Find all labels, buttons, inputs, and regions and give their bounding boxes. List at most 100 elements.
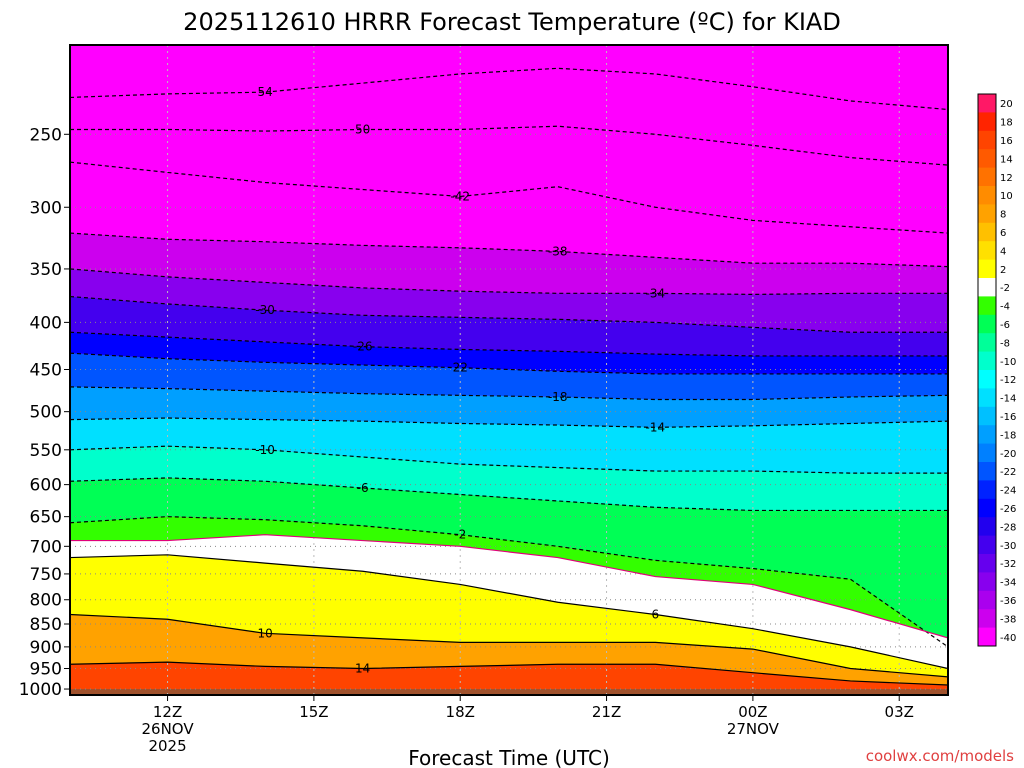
temperature-band — [70, 418, 948, 474]
isotherm-line — [70, 613, 948, 678]
temperature-band — [70, 386, 948, 428]
colorbar-cell — [978, 149, 996, 169]
colorbar-label: 4 — [1000, 246, 1006, 257]
temperature-band — [70, 233, 948, 295]
colorbar-cell — [978, 609, 996, 629]
y-tick-label: 900 — [30, 638, 62, 658]
isotherm-label: 14 — [355, 662, 370, 676]
y-tick-label: 950 — [30, 660, 62, 680]
colorbar-label: 18 — [1000, 118, 1013, 129]
x-tick-label: 27NOV — [727, 720, 780, 738]
colorbar-label: -2 — [1000, 283, 1010, 294]
ground — [70, 689, 948, 695]
colorbar-cell — [978, 186, 996, 205]
colorbar-cell — [978, 462, 996, 481]
x-axis-label: Forecast Time (UTC) — [408, 746, 610, 768]
isotherm-label: 50 — [355, 122, 370, 136]
colorbar-cell — [978, 406, 996, 426]
y-tick-label: 800 — [30, 591, 62, 611]
isotherm-label: -2 — [454, 528, 466, 542]
colorbar-label: -32 — [1000, 559, 1016, 570]
isotherm-label: -34 — [646, 286, 666, 300]
y-tick-label: 350 — [30, 260, 62, 280]
colorbar-cell — [978, 627, 996, 647]
colorbar-cell — [978, 333, 996, 353]
colorbar-label: 12 — [1000, 173, 1013, 184]
temperature-band — [70, 126, 948, 234]
y-tick-label: 250 — [30, 125, 62, 145]
colorbar-label: 8 — [1000, 210, 1006, 221]
isotherm-line — [70, 386, 948, 401]
y-tick-label: 400 — [30, 313, 62, 333]
colorbar-cell — [978, 498, 996, 518]
colorbar-label: -10 — [1000, 357, 1016, 368]
colorbar-cell — [978, 388, 996, 408]
y-tick-label: 600 — [30, 476, 62, 496]
y-tick-label: 1000 — [19, 680, 62, 700]
colorbar-cell — [978, 443, 996, 463]
colorbar-cell — [978, 572, 996, 592]
colorbar-cell — [978, 480, 996, 500]
temperature-band — [70, 332, 948, 374]
y-tick-label: 750 — [30, 565, 62, 585]
isotherm-label: 6 — [652, 607, 660, 621]
colorbar-label: -20 — [1000, 449, 1016, 460]
x-tick-label: 03Z — [885, 703, 914, 721]
colorbar-label: -30 — [1000, 541, 1016, 552]
temperature-band — [70, 296, 948, 356]
colorbar-frame — [977, 93, 997, 647]
colorbar-cell — [978, 590, 996, 610]
colorbar-label: -40 — [1000, 633, 1016, 644]
isotherm-line — [70, 661, 948, 686]
colorbar-cell — [978, 425, 996, 445]
isotherm-line — [70, 534, 948, 639]
site-credit[interactable]: coolwx.com/models — [866, 747, 1014, 765]
y-tick-label: 850 — [30, 615, 62, 635]
colorbar-cell — [978, 130, 996, 150]
colorbar-label: -8 — [1000, 338, 1010, 349]
colorbar-cell — [978, 112, 996, 132]
colorbar-cell — [978, 296, 996, 316]
temperature-band — [70, 353, 948, 400]
isotherm-label: -38 — [548, 244, 568, 258]
colorbar-label: 20 — [1000, 99, 1013, 110]
isotherm-line — [70, 161, 948, 234]
y-tick-label: 550 — [30, 441, 62, 461]
y-tick-label: 300 — [30, 198, 62, 218]
y-tick-label: 500 — [30, 403, 62, 423]
colorbar-label: -28 — [1000, 522, 1016, 533]
colorbar-label: -6 — [1000, 320, 1010, 331]
colorbar-label: 14 — [1000, 154, 1013, 165]
colorbar-cell — [978, 517, 996, 537]
y-axis: 250 300 350 400 450 500 550 600 650 700 750 800 850 9… — [19, 125, 70, 700]
colorbar-cell — [978, 259, 996, 279]
isotherm-label: -18 — [548, 390, 568, 404]
temperature-fill — [70, 45, 948, 695]
colorbar-cell — [978, 167, 996, 187]
colorbar-label: 10 — [1000, 191, 1013, 202]
x-tick-label: 18Z — [446, 703, 475, 721]
temperature-band — [70, 162, 948, 267]
isotherm-label: 22 — [453, 361, 468, 375]
isotherm-line — [70, 417, 948, 428]
isotherm-label: 10 — [257, 626, 272, 640]
y-tick-label: 650 — [30, 508, 62, 528]
isotherm-label: -6 — [357, 481, 369, 495]
temperature-band — [70, 268, 948, 333]
x-tick-label: 2025 — [148, 737, 186, 755]
x-tick-label: 15Z — [299, 703, 328, 721]
colorbar-cell — [978, 351, 996, 371]
colorbar-label: -16 — [1000, 412, 1016, 423]
temperature-band — [70, 554, 948, 677]
colorbar-cell — [978, 370, 996, 389]
temperature-band — [70, 68, 948, 166]
isotherm-label: -42 — [450, 189, 470, 203]
temperature-band — [70, 662, 948, 695]
temperature-band — [70, 614, 948, 686]
colorbar-label: -4 — [1000, 302, 1010, 313]
temperature-band — [70, 477, 948, 647]
isotherm-label: -26 — [353, 340, 373, 354]
isotherm-line — [70, 554, 948, 670]
